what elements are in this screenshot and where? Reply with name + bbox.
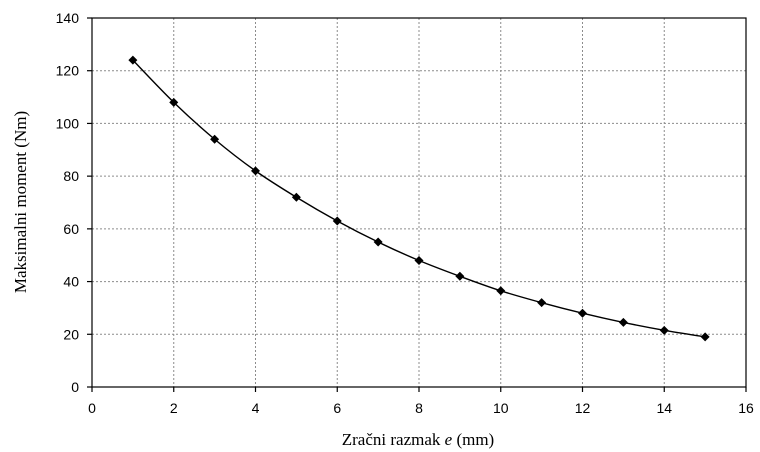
- x-tick-label: 2: [170, 400, 178, 416]
- x-tick-label: 6: [333, 400, 341, 416]
- x-axis-title-variable: e: [445, 430, 453, 449]
- x-tick-label: 0: [88, 400, 96, 416]
- data-markers: [128, 55, 710, 342]
- data-point-marker: [332, 216, 342, 226]
- data-point-marker: [251, 166, 260, 176]
- data-point-marker: [700, 332, 710, 342]
- y-tick-label: 20: [63, 326, 79, 342]
- y-tick-label: 120: [56, 63, 80, 79]
- y-tick-labels: 0 20 40 60 80 100 120 140: [56, 10, 80, 395]
- data-point-marker: [537, 298, 547, 308]
- y-axis-title: Maksimalni moment (Nm): [11, 111, 30, 293]
- x-tick-label: 12: [575, 400, 591, 416]
- data-point-marker: [210, 134, 220, 144]
- y-tick-label: 60: [63, 221, 79, 237]
- data-point-marker: [128, 55, 138, 65]
- axis-ticks: [87, 17, 747, 392]
- x-tick-label: 16: [738, 400, 754, 416]
- x-tick-label: 8: [415, 400, 423, 416]
- x-tick-label: 4: [252, 400, 260, 416]
- data-point-marker: [414, 255, 424, 265]
- y-tick-label: 40: [63, 274, 79, 290]
- data-point-marker: [291, 192, 301, 202]
- data-point-marker: [169, 97, 179, 107]
- data-point-marker: [496, 286, 506, 296]
- y-tick-label: 140: [56, 10, 80, 26]
- x-axis-title: Zračni razmak e (mm): [342, 430, 494, 449]
- grid: [92, 18, 746, 387]
- x-axis-title-unit: (mm): [452, 430, 494, 449]
- data-point-marker: [618, 317, 628, 327]
- data-point-marker: [578, 308, 587, 318]
- y-tick-label: 100: [56, 115, 80, 131]
- x-tick-label: 10: [493, 400, 509, 416]
- y-tick-label: 0: [71, 379, 79, 395]
- y-tick-label: 80: [63, 168, 79, 184]
- data-point-marker: [455, 271, 465, 281]
- data-point-marker: [373, 237, 383, 247]
- x-axis-title-part: Zračni razmak: [342, 430, 445, 449]
- data-point-marker: [659, 325, 669, 335]
- x-tick-labels: 0 2 4 6 8 10 12 14 16: [88, 400, 754, 416]
- x-tick-label: 14: [656, 400, 672, 416]
